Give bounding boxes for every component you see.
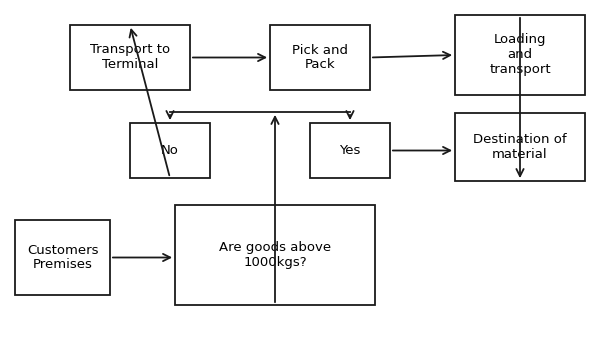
Text: Yes: Yes <box>340 144 360 157</box>
Bar <box>455 15 585 95</box>
Text: Pick and
Pack: Pick and Pack <box>292 43 348 72</box>
Text: No: No <box>161 144 179 157</box>
Bar <box>15 220 110 295</box>
Text: Transport to
Terminal: Transport to Terminal <box>90 43 170 72</box>
Bar <box>310 123 390 178</box>
Text: Are goods above
1000kgs?: Are goods above 1000kgs? <box>219 241 331 269</box>
Bar <box>270 25 370 90</box>
Text: Loading
and
transport: Loading and transport <box>489 33 551 76</box>
Bar <box>70 25 190 90</box>
Bar <box>175 205 375 305</box>
Bar <box>455 113 585 181</box>
Text: Customers
Premises: Customers Premises <box>27 244 98 271</box>
Text: Destination of
material: Destination of material <box>473 133 567 161</box>
Bar <box>130 123 210 178</box>
